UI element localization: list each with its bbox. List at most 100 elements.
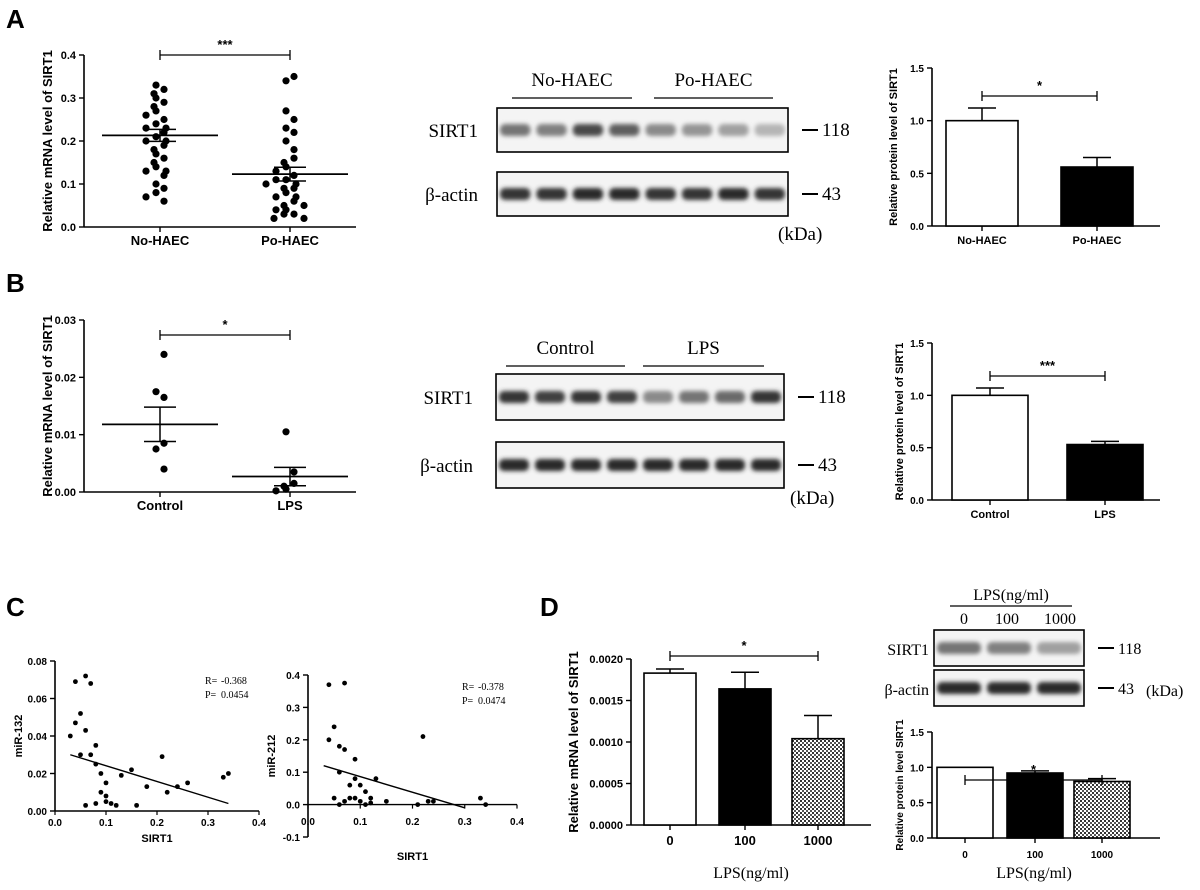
data-point xyxy=(280,210,288,218)
y-tick-label: 0.5 xyxy=(910,799,924,810)
x-tick-label: 0.3 xyxy=(201,818,215,829)
B-protein-chart: 0.0 0.5 1.0 1.5 Relative protein level of SI… xyxy=(894,339,1160,521)
data-point xyxy=(83,727,88,733)
data-point xyxy=(93,742,99,748)
data-point xyxy=(159,754,165,760)
x-axis-label: LPS(ng/ml) xyxy=(713,865,789,882)
group-label: Po-HAEC xyxy=(674,70,752,91)
bar xyxy=(1060,166,1134,227)
r-value: -0.378 xyxy=(478,682,504,693)
data-point xyxy=(331,795,337,801)
data-point xyxy=(352,795,358,801)
protein-label: SIRT1 xyxy=(423,388,473,409)
loading-band xyxy=(987,682,1031,694)
loading-label: β-actin xyxy=(425,185,478,206)
significance-label: * xyxy=(1037,78,1043,93)
data-point xyxy=(352,756,358,762)
data-point xyxy=(220,774,226,780)
data-point xyxy=(152,81,160,89)
data-point xyxy=(383,798,389,804)
loading-label: β-actin xyxy=(420,456,473,477)
protein-band xyxy=(572,124,604,136)
kda-value: 43 xyxy=(818,455,837,476)
data-point xyxy=(152,189,160,197)
data-point xyxy=(270,214,278,222)
data-point xyxy=(290,72,298,81)
y-tick-label: 0.1 xyxy=(286,768,300,779)
x-axis-label: SIRT1 xyxy=(397,851,428,863)
data-point xyxy=(73,679,78,685)
x-tick-label: No-HAEC xyxy=(131,233,190,248)
y-tick-label: 1.5 xyxy=(910,64,924,75)
p-label: P= xyxy=(462,696,474,707)
data-point xyxy=(88,681,94,686)
data-point xyxy=(290,184,298,192)
blot-A: No-HAEC Po-HAEC SIRT1 118 β-actin 43(kDa) xyxy=(425,70,850,245)
y-tick-label: 0.2 xyxy=(286,736,300,747)
data-point xyxy=(160,85,168,93)
data-point xyxy=(331,724,337,730)
x-tick-label: Po-HAEC xyxy=(261,233,319,248)
data-point xyxy=(185,780,191,786)
y-axis-label: Relative mRNA level of SIRT1 xyxy=(566,651,581,833)
x-tick-label: Po-HAEC xyxy=(1073,235,1122,247)
loading-band xyxy=(499,459,529,471)
loading-band xyxy=(500,188,531,200)
protein-band xyxy=(643,391,673,403)
data-point xyxy=(78,752,83,758)
bar xyxy=(1073,780,1131,839)
y-axis-label: miR-212 xyxy=(266,735,278,778)
data-point xyxy=(300,201,308,210)
x-tick-label: 100 xyxy=(1027,850,1044,861)
significance-label: * xyxy=(741,638,747,653)
y-tick-label: 0.00 xyxy=(55,487,76,499)
data-point xyxy=(282,189,290,197)
group-label: Control xyxy=(536,338,594,359)
data-point xyxy=(336,802,342,807)
protein-band xyxy=(499,391,529,403)
C-mir132-chart: 0.00 0.02 0.04 0.06 0.08 0.0 0.1 0.2 0.3 0.4 SIRT1… xyxy=(13,657,266,845)
data-point xyxy=(142,111,150,119)
data-point xyxy=(152,120,160,128)
y-tick-label: 0.1 xyxy=(61,179,76,191)
data-point xyxy=(347,782,353,788)
data-point xyxy=(160,184,168,192)
y-tick-label: 0.0 xyxy=(61,222,76,234)
regression-line xyxy=(70,754,229,805)
data-point xyxy=(357,782,363,788)
p-value: 0.0474 xyxy=(478,696,506,707)
significance-label: *** xyxy=(1040,358,1056,373)
loading-band xyxy=(535,459,565,471)
loading-band xyxy=(572,188,604,200)
protein-band xyxy=(1037,642,1081,654)
x-tick-label: 1000 xyxy=(804,833,833,848)
protein-band xyxy=(987,642,1031,654)
data-point xyxy=(363,789,368,795)
y-tick-label: 0.3 xyxy=(286,703,300,714)
data-point xyxy=(113,802,119,808)
y-tick-label: 0.0 xyxy=(910,496,924,507)
data-point xyxy=(272,176,280,184)
data-point xyxy=(83,673,88,679)
data-point xyxy=(342,680,347,686)
y-tick-label: 0.3 xyxy=(61,93,76,105)
x-tick-label: 0.0 xyxy=(48,818,62,829)
A-protein-chart: 0.0 0.5 1.0 1.5 Relative protein level of SI… xyxy=(888,64,1160,247)
C-mir212-chart: -0.10.00.10.20.30.40.0 0.1 0.2 0.3 0.4SIRT1m… xyxy=(266,671,524,863)
data-point xyxy=(160,98,168,106)
data-point xyxy=(282,107,290,115)
data-point xyxy=(88,752,94,758)
y-tick-label: 0.0000 xyxy=(589,820,623,832)
x-axis-label: LPS(ng/ml) xyxy=(996,865,1072,882)
y-tick-label: 0.02 xyxy=(55,372,76,384)
significance-label: * xyxy=(1031,762,1037,777)
panel-letter-c: C xyxy=(6,592,25,622)
panel-letter-d: D xyxy=(540,592,559,622)
bar xyxy=(791,737,845,826)
y-tick-label: 0.5 xyxy=(910,444,924,455)
data-point xyxy=(93,801,99,806)
y-tick-label: 0.0 xyxy=(910,222,924,233)
data-point xyxy=(262,180,270,188)
